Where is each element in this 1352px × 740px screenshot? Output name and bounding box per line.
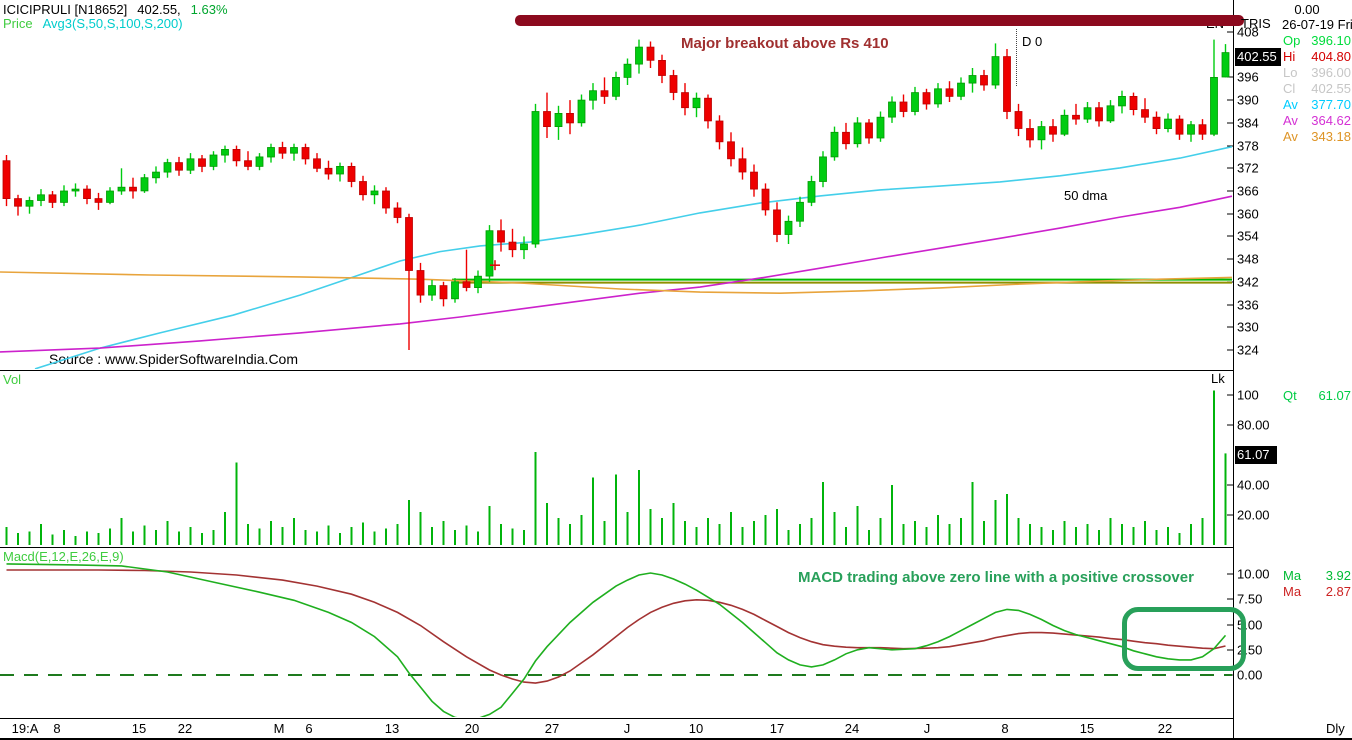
x-axis-label: 27	[544, 721, 560, 736]
axis-ticks	[1227, 31, 1233, 676]
x-axis-label: M	[273, 721, 285, 736]
price-axis-label: 336	[1237, 297, 1259, 313]
volume-axis-label: 80.00	[1237, 417, 1270, 433]
x-axis-label: 15	[1079, 721, 1095, 736]
info-row-hi-1: Hi 404.80	[1283, 49, 1351, 64]
quantity-row: Qt 61.07	[1283, 388, 1351, 403]
price-series-label: Price	[3, 16, 33, 31]
price-axis-label: 360	[1237, 206, 1259, 222]
price-axis-label: 384	[1237, 115, 1259, 131]
change-percent-label: 1.63%	[190, 2, 228, 17]
price-axis-label: 330	[1237, 319, 1259, 335]
candles-layer	[2, 39, 1230, 350]
crosshair-value: 0.00	[1294, 2, 1320, 17]
price-panel	[0, 39, 1233, 369]
price-axis-label: 408	[1237, 24, 1259, 40]
x-axis-label: 24	[844, 721, 860, 736]
x-axis-label: 10	[688, 721, 704, 736]
session-date: 26-07-19 Fri	[1282, 17, 1352, 32]
signal-value: 2.87	[1325, 584, 1351, 599]
macd-axis-label: 0.00	[1237, 667, 1263, 683]
x-axis-label: 20	[464, 721, 480, 736]
price-axis-label: 372	[1237, 160, 1259, 176]
price-axis-label: 342	[1237, 274, 1259, 290]
periodicity-label: Dly	[1326, 721, 1345, 736]
level-lines	[452, 278, 1232, 284]
panel-divider-volume-macd	[0, 547, 1233, 548]
avg-series-label: Avg3(S,50,S,100,S,200)	[42, 16, 183, 31]
moving-averages	[0, 145, 1233, 369]
info-row-av-4: Av 377.70	[1283, 97, 1351, 112]
volume-panel	[5, 390, 1227, 545]
x-axis-line	[0, 718, 1233, 719]
price-axis-label: 396	[1237, 69, 1259, 85]
price-axis-label: 348	[1237, 251, 1259, 267]
macd-panel-label: Macd(E,12,E,26,E,9)	[3, 549, 124, 564]
volume-axis-label: 20.00	[1237, 507, 1270, 523]
price-axis-label: 324	[1237, 342, 1259, 358]
signal-value-row: Ma 2.87	[1283, 584, 1351, 599]
macd-value-row: Ma 3.92	[1283, 568, 1351, 583]
x-axis-label: 6	[305, 721, 313, 736]
qt-label: Qt	[1283, 388, 1297, 403]
last-price-tag: 402.55	[1235, 48, 1281, 66]
breakout-level-bar[interactable]	[515, 15, 1244, 26]
macd-axis-label: 10.00	[1237, 566, 1270, 582]
macd-axis-label: 7.50	[1237, 591, 1263, 607]
macd-label: Ma	[1283, 568, 1302, 583]
dma50-label: 50 dma	[1064, 188, 1108, 203]
volume-axis-label: 40.00	[1237, 477, 1270, 493]
tris-label: TRIS	[1241, 16, 1271, 31]
symbol-label: ICICIPRULI [N18652]	[3, 2, 128, 17]
x-axis-label: 22	[177, 721, 193, 736]
x-axis-label: 8	[1001, 721, 1009, 736]
price-axis-label: 366	[1237, 183, 1259, 199]
event-marker	[490, 260, 500, 271]
last-price-label: 402.55,	[137, 2, 181, 17]
chart-header: ICICIPRULI [N18652] 402.55, 1.63%	[3, 2, 228, 17]
info-row-lo-2: Lo 396.00	[1283, 65, 1351, 80]
info-row-cl-3: Cl 402.55	[1283, 81, 1351, 96]
breakout-annotation: Major breakout above Rs 410	[681, 35, 889, 52]
x-axis-label: 15	[131, 721, 147, 736]
last-volume-tag: 61.07	[1235, 446, 1277, 464]
x-axis-label: 17	[769, 721, 785, 736]
source-watermark: Source : www.SpiderSoftwareIndia.Com	[49, 351, 298, 367]
volume-axis-label: 100	[1237, 387, 1259, 403]
x-axis-label: 22	[1157, 721, 1173, 736]
price-axis-label: 354	[1237, 228, 1259, 244]
indicator-header: Price Avg3(S,50,S,100,S,200)	[3, 16, 183, 31]
price-axis-label: 390	[1237, 92, 1259, 108]
info-row-op-0: Op 396.10	[1283, 33, 1351, 48]
x-axis-label: 19:A	[11, 721, 39, 736]
x-axis-label: J	[923, 721, 931, 736]
d0-label: D 0	[1022, 34, 1043, 49]
d0-marker-line	[1016, 29, 1017, 86]
x-axis-label: 8	[53, 721, 61, 736]
x-axis-label: J	[623, 721, 631, 736]
panel-divider-price-volume	[0, 370, 1233, 371]
bottom-border	[0, 738, 1352, 740]
macd-value: 3.92	[1325, 568, 1351, 583]
x-axis-label: 13	[384, 721, 400, 736]
info-row-av-5: Av 364.62	[1283, 113, 1351, 128]
qt-value: 61.07	[1318, 388, 1351, 403]
volume-unit-label: Lk	[1211, 371, 1225, 386]
info-row-av-6: Av 343.18	[1283, 129, 1351, 144]
macd-annotation: MACD trading above zero line with a posi…	[798, 569, 1194, 586]
price-axis-line	[1233, 0, 1234, 739]
price-axis-label: 378	[1237, 138, 1259, 154]
crossover-highlight-box[interactable]	[1122, 607, 1246, 671]
volume-panel-label: Vol	[3, 372, 22, 387]
signal-label: Ma	[1283, 584, 1302, 599]
macd-lines	[0, 563, 1232, 717]
